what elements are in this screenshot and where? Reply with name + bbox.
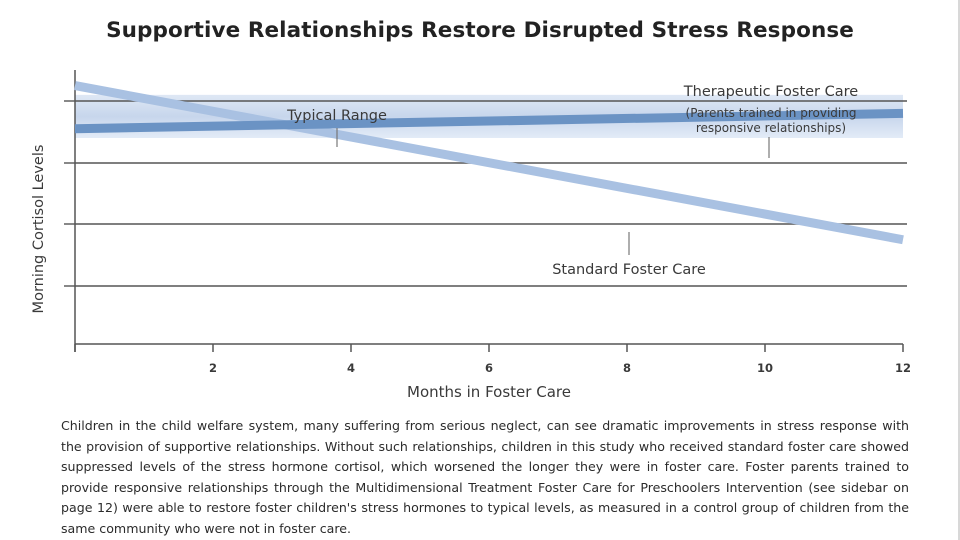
series-line-standard-foster-care — [74, 81, 904, 245]
x-axis-title: Months in Foster Care — [407, 383, 571, 401]
therapeutic-note-line-1: (Parents trained in providing — [686, 106, 857, 120]
standard-label: Standard Foster Care — [552, 262, 706, 278]
x-tick-label-6: 6 — [485, 361, 493, 375]
x-tick-label-10: 10 — [757, 361, 773, 375]
figure-caption: Children in the child welfare system, ma… — [61, 418, 909, 536]
series-line-therapeutic-foster-care — [74, 108, 904, 134]
therapeutic-label: Therapeutic Foster Care — [683, 84, 859, 100]
x-tick-label-12: 12 — [895, 361, 911, 375]
typical-range-label: Typical Range — [286, 108, 387, 124]
x-tick-label-8: 8 — [623, 361, 631, 375]
x-tick-label-2: 2 — [209, 361, 217, 375]
chart-area: 2 4 6 8 10 12 Months in Foster Care Morning Cor… — [31, 70, 911, 401]
page-edge — [958, 0, 960, 540]
therapeutic-note-line-2: responsive relationships) — [696, 121, 846, 135]
y-axis-title: Morning Cortisol Levels — [31, 145, 47, 314]
chart-title: Supportive Relationships Restore Disrupt… — [106, 18, 854, 43]
x-tick-label-4: 4 — [347, 361, 355, 375]
